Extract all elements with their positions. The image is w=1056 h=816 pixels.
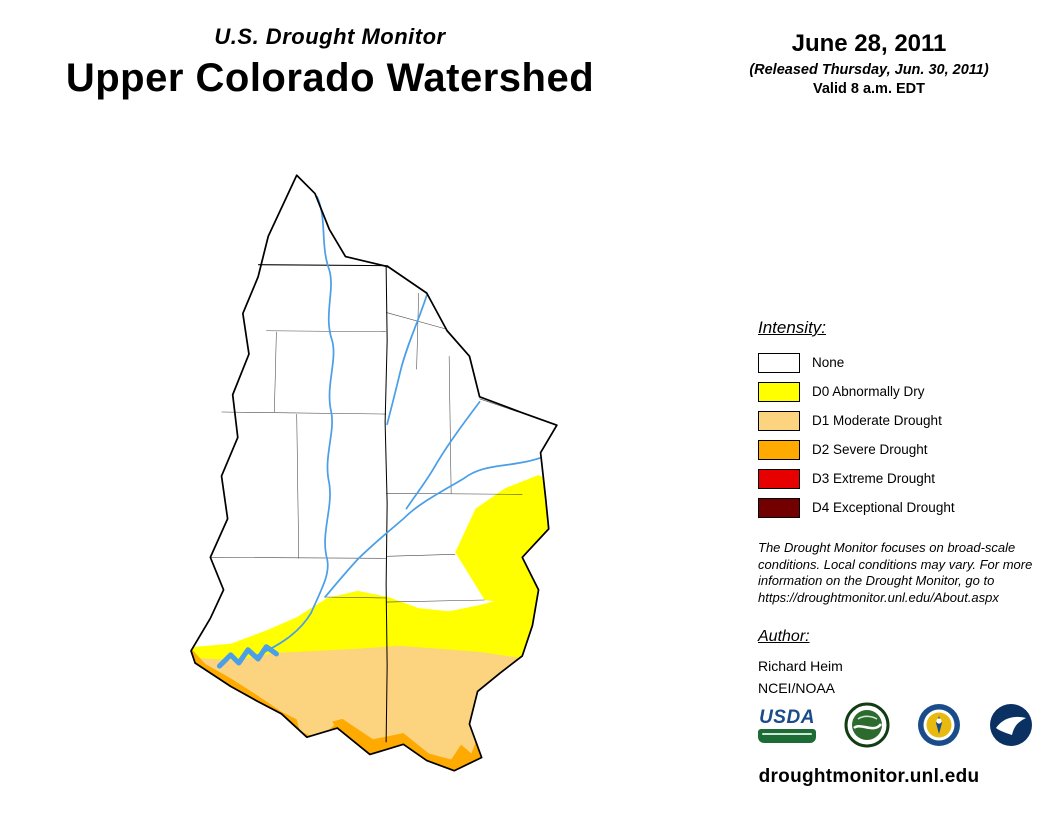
usda-logo-stripes <box>758 728 816 743</box>
small-tributary <box>405 401 481 510</box>
agency-logos: USDA <box>756 702 1046 748</box>
header-title-block: U.S. Drought Monitor Upper Colorado Wate… <box>30 24 630 101</box>
legend-swatch-d0 <box>758 381 800 402</box>
cpc-seal-logo <box>916 702 962 748</box>
author-name: Richard Heim <box>758 658 843 674</box>
noaa-logo <box>988 702 1034 748</box>
release-date: (Released Thursday, Jun. 30, 2011) <box>749 62 989 78</box>
page-title: Upper Colorado Watershed <box>65 56 595 100</box>
colorado-river <box>324 456 542 598</box>
legend-label-d3: D3 Extreme Drought <box>812 471 936 486</box>
basin-outline <box>190 174 558 772</box>
legend-row-d2: D2 Severe Drought <box>758 439 1038 460</box>
report-supertitle: U.S. Drought Monitor <box>214 24 446 49</box>
legend-swatch-none <box>758 352 800 373</box>
author-org: NCEI/NOAA <box>758 680 836 696</box>
legend-row-d0: D0 Abnormally Dry <box>758 381 1038 402</box>
drought-map <box>190 174 558 772</box>
lake-powell <box>216 644 279 669</box>
author-block: Author: Richard Heim NCEI/NOAA <box>758 628 1008 696</box>
header-date-block: June 28, 2011 (Released Thursday, Jun. 3… <box>724 30 1014 97</box>
valid-time: Valid 8 a.m. EDT <box>812 81 925 97</box>
state-boundary-lines <box>258 264 389 743</box>
author-heading: Author: <box>758 628 810 645</box>
legend-label-none: None <box>812 355 845 370</box>
green-river <box>255 195 335 657</box>
legend-swatch-d2 <box>758 439 800 460</box>
river-lines <box>255 195 542 657</box>
legend-row-none: None <box>758 352 1038 373</box>
ndmc-logo-icon <box>844 702 890 748</box>
legend-row-d1: D1 Moderate Drought <box>758 410 1038 431</box>
upper-tributary <box>386 294 428 426</box>
d1-area <box>191 645 557 771</box>
ndmc-logo <box>844 702 890 748</box>
usda-logo-text: USDA <box>759 706 815 728</box>
legend-swatch-d3 <box>758 468 800 489</box>
usda-logo: USDA <box>756 708 818 743</box>
county-boundary-lines <box>210 293 523 603</box>
noaa-logo-icon <box>990 704 1032 746</box>
legend-label-d0: D0 Abnormally Dry <box>812 384 925 399</box>
legend-row-d3: D3 Extreme Drought <box>758 468 1038 489</box>
legend-label-d4: D4 Exceptional Drought <box>812 500 955 515</box>
cpc-seal-icon <box>918 704 960 746</box>
map-container <box>172 158 584 788</box>
map-date: June 28, 2011 <box>791 30 947 57</box>
droughtmonitor-url: droughtmonitor.unl.edu <box>758 766 980 787</box>
legend-swatch-d1 <box>758 410 800 431</box>
d1-island-left <box>294 704 335 740</box>
disclaimer-text: The Drought Monitor focuses on broad-sca… <box>758 540 1033 605</box>
legend-row-d4: D4 Exceptional Drought <box>758 497 1038 518</box>
legend-label-d1: D1 Moderate Drought <box>812 413 942 428</box>
legend: Intensity: None D0 Abnormally Dry D1 Mod… <box>758 318 1038 526</box>
legend-heading: Intensity: <box>758 318 827 337</box>
legend-label-d2: D2 Severe Drought <box>812 442 928 457</box>
legend-swatch-d4 <box>758 497 800 518</box>
